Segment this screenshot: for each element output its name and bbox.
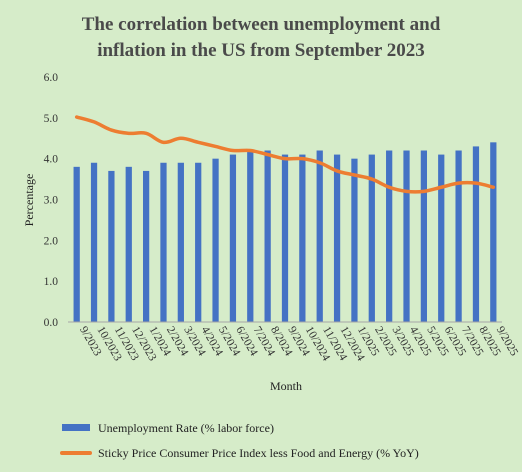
legend-swatch-bar (62, 424, 90, 431)
bar (420, 150, 428, 322)
bar (281, 154, 289, 322)
y-tick-label: 4.0 (44, 154, 59, 166)
y-tick-label: 3.0 (44, 195, 59, 207)
y-tick-label: 1.0 (44, 276, 59, 288)
y-tick-label: 6.0 (44, 72, 59, 84)
bar (472, 146, 480, 322)
bar (438, 154, 445, 322)
bar (247, 150, 254, 322)
chart-title-line-1: The correlation between unemployment and (82, 14, 441, 35)
bar (212, 158, 219, 322)
bar (351, 158, 358, 322)
legend-label-unemployment: Unemployment Rate (% labor force) (98, 421, 274, 435)
bar-series (73, 142, 497, 322)
legend-label-cpi: Sticky Price Consumer Price Index less F… (98, 446, 419, 460)
bar (299, 154, 306, 322)
bar (142, 170, 150, 322)
bar (386, 150, 393, 322)
bar (195, 162, 202, 322)
y-axis-label: Percentage (22, 174, 36, 227)
bar (229, 154, 237, 322)
x-axis-ticks: 9/202310/202311/202312/20231/20242/20243… (77, 325, 520, 364)
bar (73, 166, 80, 322)
y-axis-ticks: 0.0 1.0 2.0 3.0 4.0 5.0 6.0 (44, 72, 59, 329)
x-axis-label: Month (270, 379, 302, 393)
legend: Unemployment Rate (% labor force) Sticky… (60, 421, 419, 460)
chart-title-line-2: inflation in the US from September 2023 (97, 40, 425, 61)
bar (125, 166, 132, 322)
bar (490, 142, 497, 322)
bar (177, 162, 184, 322)
bar (264, 150, 271, 322)
bar (160, 162, 167, 322)
y-tick-label: 5.0 (44, 113, 59, 125)
y-tick-label: 2.0 (44, 235, 59, 247)
bar (333, 154, 341, 322)
bar (368, 154, 375, 322)
bar (403, 150, 410, 322)
y-tick-label: 0.0 (44, 317, 59, 329)
bar (316, 150, 323, 322)
line-series (74, 115, 496, 194)
bar (108, 170, 115, 322)
bar (455, 150, 462, 322)
bar (90, 162, 98, 322)
